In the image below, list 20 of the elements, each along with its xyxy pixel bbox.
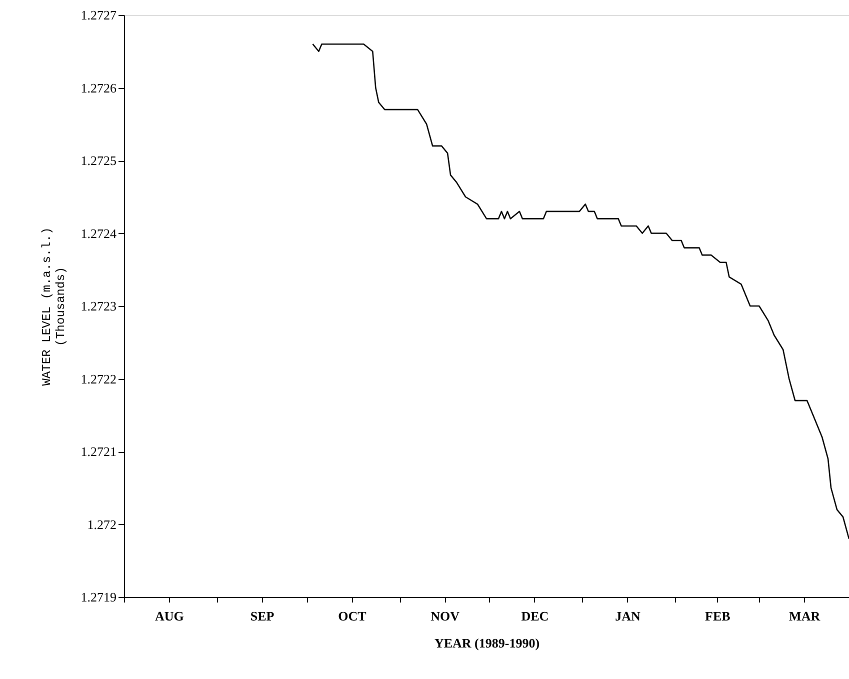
- y-tick-label: 1.2723: [80, 298, 116, 314]
- x-tick-label: OCT: [338, 608, 367, 624]
- y-tick-label: 1.2719: [80, 590, 116, 604]
- y-tick-label: 1.2727: [80, 8, 117, 22]
- y-tick-label: 1.2722: [80, 371, 116, 386]
- y-tick-label: 1.2726: [80, 80, 117, 96]
- x-tick-label: MAR: [789, 608, 821, 624]
- x-tick-label: NOV: [430, 608, 460, 624]
- x-tick-label: DEC: [521, 608, 549, 624]
- y-tick-label: 1.2725: [80, 153, 116, 168]
- y-axis-title: WATER LEVEL (m.a.s.l.) (Thousands): [40, 227, 68, 386]
- y-tick-label: 1.2724: [80, 226, 117, 241]
- x-tick-label: FEB: [705, 608, 731, 624]
- y-tick-label: 1.2721: [80, 444, 116, 459]
- x-axis-title: YEAR (1989-1990): [434, 636, 540, 650]
- line-series: [312, 43, 849, 540]
- y-tick-label: 1.272: [87, 516, 116, 532]
- x-tick-label: JAN: [615, 608, 642, 624]
- x-tick-label: SEP: [250, 608, 274, 624]
- x-tick-label: AUG: [154, 608, 184, 624]
